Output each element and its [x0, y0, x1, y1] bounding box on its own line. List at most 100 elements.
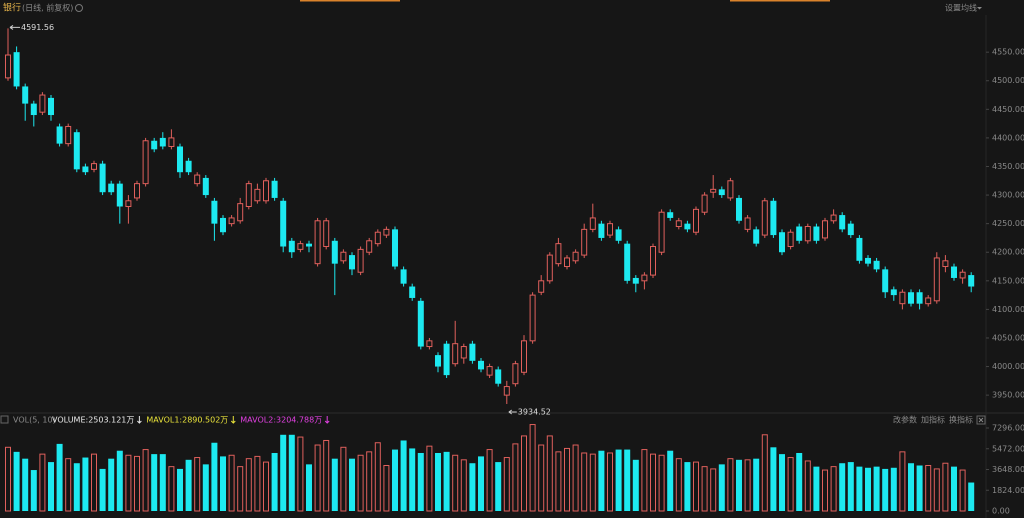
volume-bar — [48, 462, 54, 511]
candle-body — [503, 386, 510, 396]
candle-body — [134, 183, 140, 199]
candle-body — [82, 166, 89, 173]
volume-bar — [142, 449, 149, 512]
candle-body — [830, 214, 837, 222]
volume-bar — [211, 442, 218, 511]
volume-bar — [951, 466, 957, 511]
y-tick-label: 4550.00 — [992, 48, 1024, 57]
volume-bar — [908, 463, 914, 511]
candle-body — [675, 220, 682, 228]
candle-body — [125, 200, 132, 207]
volume-bar — [280, 434, 287, 511]
candle-body — [873, 260, 880, 270]
help-icon[interactable] — [0, 415, 9, 424]
y-tick-label: 4400.00 — [992, 133, 1024, 142]
volume-bar — [220, 456, 226, 511]
y-tick-label: 4300.00 — [992, 191, 1024, 200]
candle-body — [736, 197, 742, 221]
volume-bar — [340, 446, 347, 512]
volume-bar — [546, 435, 553, 512]
ma-settings[interactable]: 设置均线 — [945, 3, 977, 13]
annotation-arrow — [9, 24, 20, 30]
candle-body — [400, 269, 407, 284]
candle-body — [822, 220, 828, 239]
close-icon[interactable] — [976, 415, 986, 425]
candle-body — [245, 183, 252, 207]
candle-body — [753, 229, 760, 244]
y-tick-label: 4350.00 — [992, 162, 1024, 171]
candle-body — [357, 248, 364, 273]
volume-bar — [245, 458, 252, 512]
volume-bar — [185, 459, 192, 511]
volume-bar — [443, 451, 450, 511]
volume-bar — [39, 453, 46, 512]
volume-bar — [942, 462, 949, 512]
volume-bar — [383, 465, 390, 512]
candle-body — [306, 243, 312, 247]
volume-bar — [830, 466, 837, 512]
indicator-button[interactable]: 换指标 — [949, 415, 973, 425]
candle-body — [56, 126, 63, 144]
volume-bar — [787, 457, 794, 512]
volume-bar — [5, 446, 11, 512]
dropdown-arrow — [977, 7, 982, 10]
y-tick-label: 3950.00 — [992, 391, 1024, 400]
candle-body — [581, 228, 588, 256]
y-tick-label: 4100.00 — [992, 305, 1024, 314]
candle-body — [220, 217, 226, 233]
volume-bar — [693, 461, 699, 512]
annotation-arrow — [508, 409, 517, 415]
volume-bar — [813, 466, 820, 511]
candle-body — [658, 211, 665, 253]
indicator-value: MAVOL2:3204.788万 — [240, 416, 322, 425]
candle-body — [366, 240, 373, 253]
y-tick-label: 3648.00 — [992, 465, 1024, 474]
candle-body — [22, 86, 29, 104]
candle-body — [13, 52, 20, 87]
candle-body — [159, 137, 166, 147]
volume-bar — [168, 466, 175, 512]
settings-icon[interactable] — [75, 4, 83, 12]
candle-body — [297, 243, 304, 250]
candle-body — [108, 183, 115, 193]
candle-body — [392, 229, 398, 267]
volume-bar — [589, 453, 596, 512]
candle-body — [512, 363, 519, 385]
candle-body — [667, 212, 674, 218]
volume-bar — [598, 450, 605, 511]
candle-body — [314, 220, 321, 265]
candle-body — [959, 271, 966, 279]
volume-bar — [452, 454, 459, 512]
candle-body — [228, 217, 235, 225]
volume-bar — [675, 458, 682, 512]
candle-body — [804, 226, 811, 242]
candle-body — [426, 340, 433, 348]
candle-body — [91, 163, 97, 170]
candle-body — [452, 343, 459, 365]
volume-bar — [288, 434, 295, 511]
volume-bar — [555, 451, 562, 512]
title: 银行 — [3, 2, 21, 14]
candle-body — [942, 260, 949, 268]
volume-bar — [916, 465, 923, 511]
candle-body — [65, 125, 72, 145]
indicator-button[interactable]: 改参数 — [893, 415, 917, 425]
candle-body — [185, 160, 192, 173]
candle-body — [615, 229, 622, 241]
candle-body — [727, 180, 734, 199]
volume-bar — [512, 443, 519, 512]
candle-body — [839, 215, 846, 230]
tab-indicator — [730, 0, 830, 2]
candle-body — [73, 132, 80, 170]
down-arrow — [137, 416, 142, 424]
candle-body — [168, 137, 175, 147]
min-label: 3934.52 — [518, 407, 551, 416]
indicator-name: VOL(5, 10) — [13, 416, 56, 425]
volume-bar — [865, 467, 871, 511]
candle-body — [624, 243, 631, 281]
volume-bar — [22, 458, 29, 511]
candle-body — [925, 297, 932, 305]
volume-bar — [521, 435, 527, 512]
indicator-button[interactable]: 加指标 — [921, 415, 945, 425]
